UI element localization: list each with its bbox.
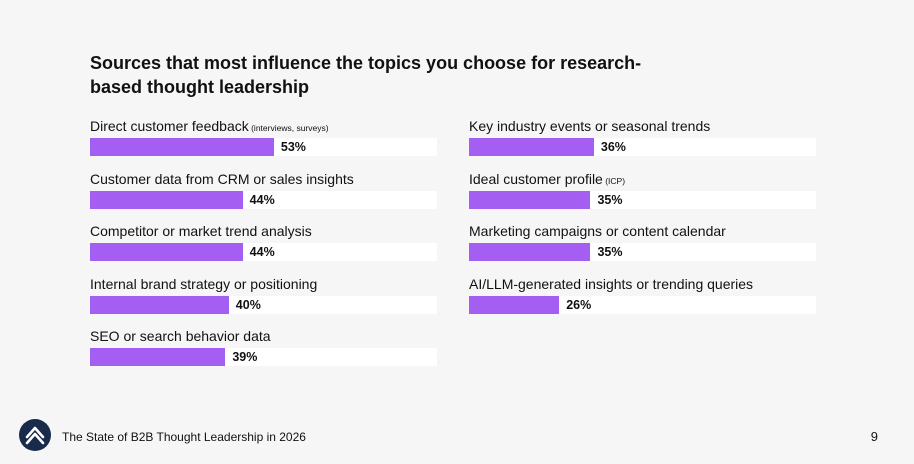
bar-item: Ideal customer profile (ICP) 35% (469, 170, 816, 223)
bar-category-label: Ideal customer profile (ICP) (469, 170, 816, 190)
category-annotation: (interviews, surveys) (248, 123, 329, 133)
bar-track: 44% (90, 243, 437, 261)
bar (469, 138, 594, 156)
bar-value-label: 36% (600, 140, 626, 154)
category-text: SEO or search behavior data (90, 328, 271, 344)
bar-value-label: 40% (235, 297, 261, 312)
bar-value-label: 44% (249, 192, 275, 207)
bar-track: 39% (90, 348, 437, 366)
bar (90, 190, 243, 209)
bar-item: Key industry events or seasonal trends 36… (469, 117, 816, 170)
bar-value-label: 35% (597, 192, 623, 207)
category-text: Marketing campaigns or content calendar (469, 223, 726, 239)
page-number: 9 (870, 429, 878, 444)
bar-value-label: 26% (566, 297, 592, 312)
bar-item: AI/LLM-generated insights or trending qu… (469, 275, 816, 328)
bar-track: 26% (469, 295, 816, 314)
bar-item: Internal brand strategy or positioning 40… (90, 275, 437, 328)
bar (90, 243, 243, 261)
chevron-up-logo-icon (19, 419, 51, 451)
bar (90, 348, 226, 366)
bar (469, 243, 591, 261)
bar-category-label: Internal brand strategy or positioning (90, 275, 437, 293)
bar-track: 44% (90, 190, 437, 209)
bar-track: 36% (469, 138, 816, 156)
category-text: Customer data from CRM or sales insights (90, 170, 354, 187)
bar-track: 53% (90, 138, 437, 156)
bar (90, 295, 229, 314)
category-text: Internal brand strategy or positioning (90, 275, 318, 292)
chart-title: Sources that most influence the topics y… (90, 53, 642, 97)
bar (469, 190, 591, 209)
bar-value-label: 53% (280, 140, 306, 154)
category-annotation: (ICP) (602, 175, 626, 186)
chart-column-left: Direct customer feedback (interviews, su… (90, 117, 437, 380)
bar-value-label: 35% (597, 245, 623, 259)
bar-category-label: AI/LLM-generated insights or trending qu… (469, 275, 816, 293)
bar (90, 138, 274, 156)
bar-value-label: 44% (249, 245, 275, 259)
category-text: Competitor or market trend analysis (90, 223, 312, 239)
bar-item: Customer data from CRM or sales insights… (90, 170, 437, 223)
bar-category-label: Competitor or market trend analysis (90, 222, 437, 240)
bar-track: 35% (469, 243, 816, 261)
bar-category-label: Key industry events or seasonal trends (469, 117, 816, 135)
category-text: Ideal customer profile (469, 170, 603, 187)
bar-category-label: SEO or search behavior data (90, 327, 437, 345)
bar-item: Competitor or market trend analysis 44% (90, 222, 437, 275)
bar-track: 40% (90, 295, 437, 314)
bar-category-label: Marketing campaigns or content calendar (469, 222, 816, 240)
footer-report-title: The State of B2B Thought Leadership in 2… (62, 430, 306, 444)
bar-value-label: 39% (232, 350, 258, 364)
bar-category-label: Customer data from CRM or sales insights (90, 170, 437, 188)
bar-item: SEO or search behavior data 39% (90, 327, 437, 380)
category-text: Key industry events or seasonal trends (469, 118, 711, 134)
bar-item: Marketing campaigns or content calendar 3… (469, 222, 816, 275)
bar-category-label: Direct customer feedback (interviews, su… (90, 117, 437, 137)
bar-track: 35% (469, 190, 816, 209)
bar (469, 295, 560, 314)
bar-item: Direct customer feedback (interviews, su… (90, 117, 437, 170)
category-text: AI/LLM-generated insights or trending qu… (469, 275, 754, 292)
category-text: Direct customer feedback (90, 118, 249, 134)
chart-column-right: Key industry events or seasonal trends 36… (469, 117, 816, 327)
